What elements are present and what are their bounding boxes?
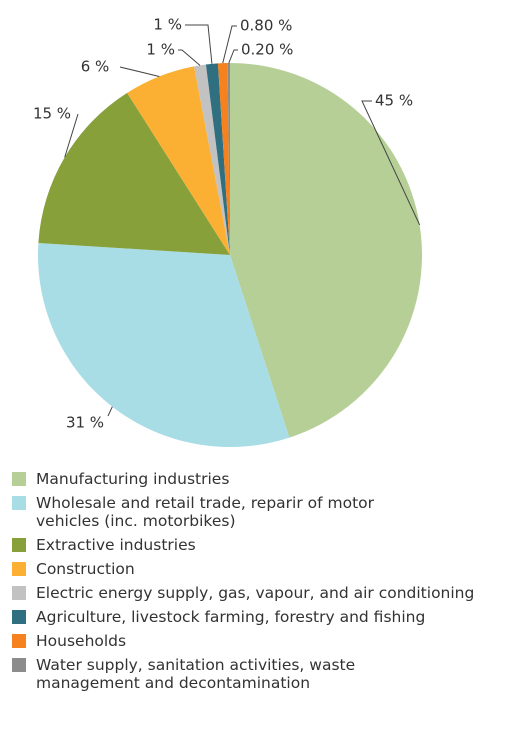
pie-slice [230,63,422,438]
legend-label: Agriculture, livestock farming, forestry… [36,608,426,626]
legend-swatch [12,472,26,486]
legend-item: Wholesale and retail trade, reparir of m… [12,494,517,530]
data-label: 15 % [33,105,71,123]
legend-swatch [12,496,26,510]
leader-line [64,113,79,158]
pie-slice [127,66,230,255]
legend-item: Extractive industries [12,536,517,554]
pie-slice [217,63,230,255]
legend-swatch [12,586,26,600]
legend-item: Manufacturing industries [12,470,517,488]
legend-item: Water supply, sanitation activities, was… [12,656,517,692]
legend-swatch [12,634,26,648]
pie-slice [38,92,230,255]
legend-swatch [12,658,26,672]
legend-label: Manufacturing industries [36,470,230,488]
data-label: 6 % [81,58,110,76]
legend-swatch [12,610,26,624]
legend-label: Households [36,632,127,650]
legend-item: Construction [12,560,517,578]
legend-label: Water supply, sanitation activities, was… [36,656,356,692]
leader-line [361,100,421,226]
legend-item: Agriculture, livestock farming, forestry… [12,608,517,626]
leader-line [178,49,201,66]
chart: 45 % 31 % 15 % 6 % 1 % 1 % 0.80 % 0.20 % [33,16,422,447]
leader-line [185,24,213,64]
leader-line [107,406,113,417]
pie-slice [227,63,230,255]
pie-slice [194,64,230,255]
legend-label: Extractive industries [36,536,196,554]
legend-label: Construction [36,560,135,578]
legend-swatch [12,538,26,552]
pie-slice [205,63,230,255]
legend-item: Electric energy supply, gas, vapour, and… [12,584,517,602]
data-label: 1 % [153,16,182,34]
legend: Manufacturing industries Wholesale and re… [12,470,517,698]
leader-line [228,49,238,64]
data-label: 45 % [375,92,413,110]
legend-label: Electric energy supply, gas, vapour, and… [36,584,475,602]
data-label: 0.20 % [241,41,293,59]
data-label: 1 % [146,41,175,59]
leader-line [222,25,237,64]
legend-item: Households [12,632,517,650]
pie-slice [38,242,290,447]
leader-line [119,66,160,77]
data-label: 31 % [66,414,104,432]
legend-label: Wholesale and retail trade, reparir of m… [36,494,375,530]
legend-swatch [12,562,26,576]
data-label: 0.80 % [240,17,292,35]
